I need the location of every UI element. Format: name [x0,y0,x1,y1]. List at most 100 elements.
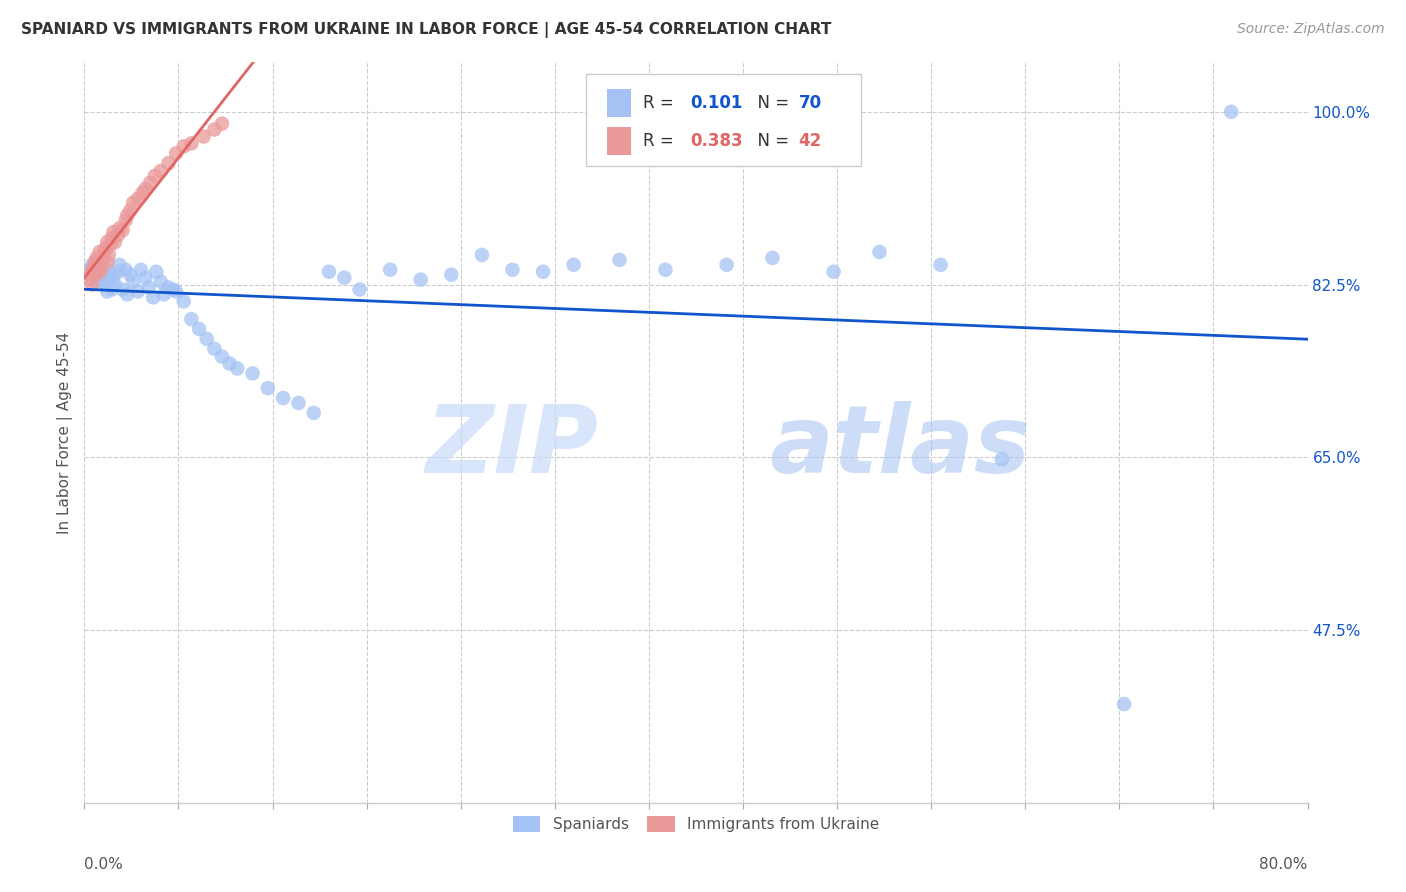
Point [103,270,125,285]
Point [149,164,172,178]
Point [609,252,631,267]
Point [929,258,952,272]
Point [202,122,225,136]
Point [188,322,211,336]
Point [143,169,166,183]
Point [333,270,356,285]
Point [129,262,152,277]
Point [380,262,402,277]
Point [180,136,202,151]
Point [823,265,845,279]
Bar [606,127,631,155]
Point [94,241,117,255]
Point [991,452,1014,467]
Point [1114,697,1136,711]
Point [91,265,114,279]
Point [157,156,180,170]
Point [716,258,738,272]
Point [103,225,125,239]
Point [84,255,107,269]
Y-axis label: In Labor Force | Age 45-54: In Labor Force | Age 45-54 [58,332,73,533]
Point [409,272,432,286]
Point [89,244,111,259]
Point [89,270,111,285]
Point [142,290,165,304]
Point [195,332,218,346]
Point [139,176,162,190]
Point [869,244,891,259]
Point [127,285,149,299]
Point [80,262,103,277]
Point [562,258,585,272]
Point [122,195,145,210]
Point [91,251,114,265]
Point [104,235,127,249]
Point [138,280,160,294]
Point [180,312,202,326]
Point [531,265,554,279]
Point [96,255,118,269]
Point [80,258,103,272]
Point [93,270,115,285]
Point [654,262,676,277]
Text: 42: 42 [799,132,823,150]
Point [98,268,121,282]
Point [89,258,111,272]
Point [115,287,138,301]
Point [165,285,187,299]
Point [1220,104,1243,119]
Point [115,209,138,223]
Legend: Spaniards, Immigrants from Ukraine: Spaniards, Immigrants from Ukraine [505,808,887,839]
Point [89,258,111,272]
Text: 70: 70 [799,94,823,112]
Point [111,283,134,297]
Point [153,287,176,301]
Point [93,244,115,259]
Point [218,357,240,371]
Point [440,268,463,282]
Point [193,129,215,144]
Point [83,260,105,275]
Point [211,117,233,131]
Point [242,367,264,381]
FancyBboxPatch shape [586,73,860,166]
Text: 0.0%: 0.0% [84,857,124,872]
Point [157,280,180,294]
Point [114,213,136,227]
Point [108,258,131,272]
Point [120,268,142,282]
Point [145,265,167,279]
Point [502,262,524,277]
Point [761,251,783,265]
Point [79,268,101,282]
Point [131,186,153,200]
Point [83,265,105,279]
Bar [606,88,631,117]
Text: 0.383: 0.383 [690,132,742,150]
Point [101,231,124,245]
Point [87,265,110,279]
Point [104,277,127,292]
Point [173,294,195,309]
Point [108,221,131,235]
Point [257,381,280,395]
Point [149,275,172,289]
Point [202,342,225,356]
Text: N =: N = [748,132,794,150]
Text: 0.101: 0.101 [690,94,742,112]
Point [111,223,134,237]
Point [96,262,118,277]
Point [173,139,195,153]
Text: N =: N = [748,94,794,112]
Point [86,268,108,282]
Point [97,248,120,262]
Point [318,265,340,279]
Point [80,277,103,292]
Text: R =: R = [644,94,679,112]
Point [349,283,371,297]
Point [86,251,108,265]
Point [90,262,112,277]
Point [135,270,157,285]
Point [107,265,129,279]
Point [226,361,249,376]
